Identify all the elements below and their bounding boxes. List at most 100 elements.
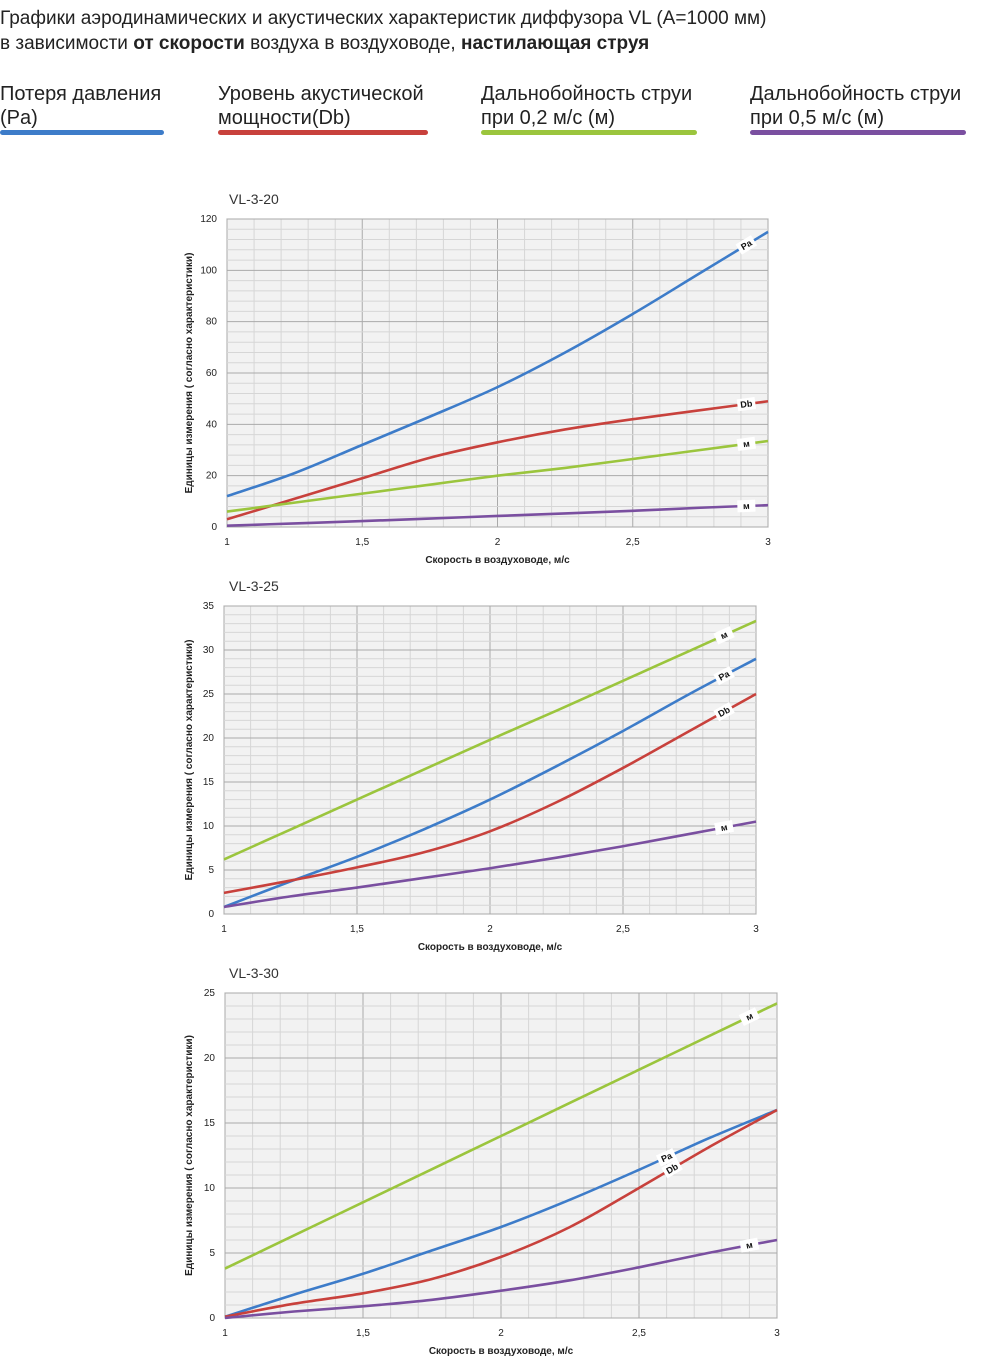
- series-label-bg: [714, 819, 735, 836]
- series-line: [224, 1108, 778, 1318]
- title-line-1: Графики аэродинамических и акустических …: [0, 8, 767, 29]
- series-label-bg: [713, 702, 735, 722]
- x-tick-label: 2: [498, 1328, 504, 1339]
- series-line: [224, 1002, 778, 1270]
- series-label-bg: [655, 1148, 678, 1167]
- legend-swatch-acoustic: [218, 130, 428, 135]
- series-line: [224, 1238, 778, 1320]
- y-tick-label: 80: [206, 317, 218, 328]
- series-label: м: [713, 626, 735, 645]
- chart-title: VL-3-30: [229, 965, 279, 981]
- legend-item-acoustic: Уровень акустической мощности(Db): [218, 82, 424, 130]
- series-line: [226, 439, 769, 513]
- x-tick-label: 2: [495, 537, 501, 548]
- legend-item-throw-05: Дальнобойность струи при 0,5 м/с (м): [750, 82, 961, 130]
- x-tick-label: 3: [774, 1328, 780, 1339]
- series-label: м: [738, 1007, 761, 1026]
- x-tick-label: 1,5: [350, 924, 364, 935]
- legend-swatch-throw-05: [750, 130, 966, 135]
- series-line: [223, 619, 757, 861]
- y-tick-label: 15: [203, 777, 215, 788]
- chart-vl-3-20: 1 1,5 2 2,5 3 0 20 40 60 80 100 120 VL-3-20 Скорость …: [184, 191, 771, 566]
- x-tick-label: 2,5: [626, 537, 640, 548]
- x-tick-label: 2,5: [616, 924, 630, 935]
- x-tick-label: 2: [487, 924, 493, 935]
- y-tick-label: 25: [203, 689, 215, 700]
- title-line-2: в зависимости от скорости воздуха в возд…: [0, 31, 766, 56]
- x-tick-label: 1: [222, 1328, 228, 1339]
- series-label-bg: [713, 666, 735, 686]
- x-tick-label: 1: [221, 924, 227, 935]
- series-label: м: [739, 1237, 760, 1253]
- y-tick-label: 10: [204, 1183, 216, 1194]
- y-tick-label: 5: [209, 1248, 215, 1259]
- y-tick-label: 35: [203, 601, 215, 612]
- x-axis-label: Скорость в воздуховоде, м/с: [425, 555, 570, 566]
- y-tick-label: 0: [211, 522, 217, 533]
- series-label: Db: [713, 702, 735, 722]
- legend-label: мощности(Db): [218, 107, 351, 129]
- y-tick-label: 15: [204, 1118, 216, 1129]
- x-tick-label: 1,5: [356, 1328, 370, 1339]
- y-tick-label: 40: [206, 419, 218, 430]
- series-label-bg: [736, 396, 757, 412]
- y-tick-label: 0: [208, 909, 214, 920]
- x-tick-label: 3: [765, 537, 771, 548]
- legend-label: Уровень акустической: [218, 83, 424, 105]
- y-tick-label: 30: [203, 645, 215, 656]
- series-label-text: м: [742, 438, 750, 449]
- series-label-bg: [735, 235, 758, 255]
- series-line: [223, 657, 757, 909]
- x-tick-label: 3: [753, 924, 759, 935]
- series-line: [226, 503, 769, 528]
- series-label: Pa: [735, 235, 758, 255]
- y-tick-label: 120: [200, 214, 217, 225]
- series-label-bg: [737, 499, 756, 513]
- chart-title: VL-3-20: [229, 191, 279, 207]
- series-label-text: м: [745, 1240, 754, 1251]
- series-label-bg: [738, 1007, 761, 1026]
- chart-title: VL-3-25: [229, 578, 279, 594]
- legend-label: (Pa): [0, 107, 38, 129]
- series-label-bg: [739, 1237, 760, 1253]
- y-tick-label: 10: [203, 821, 215, 832]
- y-tick-label: 20: [204, 1053, 216, 1064]
- series-label: м: [737, 499, 756, 513]
- series-label-bg: [661, 1158, 683, 1179]
- legend-swatch-pressure: [0, 130, 164, 135]
- legend-label: Потеря давления: [0, 83, 162, 105]
- series-line: [226, 230, 769, 498]
- y-tick-label: 25: [204, 988, 216, 999]
- series-line: [223, 820, 757, 909]
- x-axis-label: Скорость в воздуховоде, м/с: [418, 942, 563, 953]
- legend-label: Дальнобойность струи: [481, 83, 693, 105]
- x-tick-label: 1: [224, 537, 230, 548]
- series-label-text: Pa: [660, 1150, 675, 1164]
- series-line: [226, 399, 769, 521]
- y-tick-label: 20: [203, 733, 215, 744]
- x-axis-label: Скорость в воздуховоде, м/с: [429, 1346, 574, 1357]
- series-label: Db: [736, 396, 757, 412]
- series-label: Db: [661, 1158, 683, 1179]
- y-tick-label: 20: [206, 471, 218, 482]
- title-bold-text: настилающая струя: [460, 33, 650, 54]
- x-tick-label: 2,5: [632, 1328, 646, 1339]
- title-text: в зависимости: [0, 33, 134, 54]
- series-label: м: [736, 436, 757, 452]
- series-label-text: м: [743, 501, 750, 511]
- series-label-text: м: [744, 1011, 755, 1023]
- y-axis-label: Единицы измерения ( согласно характерист…: [184, 640, 195, 881]
- legend-label: при 0,2 м/с (м): [481, 107, 615, 129]
- title-bold-text: от скорости: [133, 33, 245, 54]
- chart-vl-3-30: 1 1,5 2 2,5 3 0 5 10 15 20 25 VL-3-30 Скорость в воз…: [184, 965, 780, 1357]
- series-line: [223, 692, 757, 895]
- series-label-text: Db: [740, 398, 754, 410]
- x-tick-label: 1,5: [355, 537, 369, 548]
- legend-swatch-throw-02: [481, 130, 697, 135]
- y-tick-label: 0: [209, 1313, 215, 1324]
- y-axis-label: Единицы измерения ( согласно характерист…: [184, 1035, 195, 1276]
- series-label-text: м: [719, 629, 729, 641]
